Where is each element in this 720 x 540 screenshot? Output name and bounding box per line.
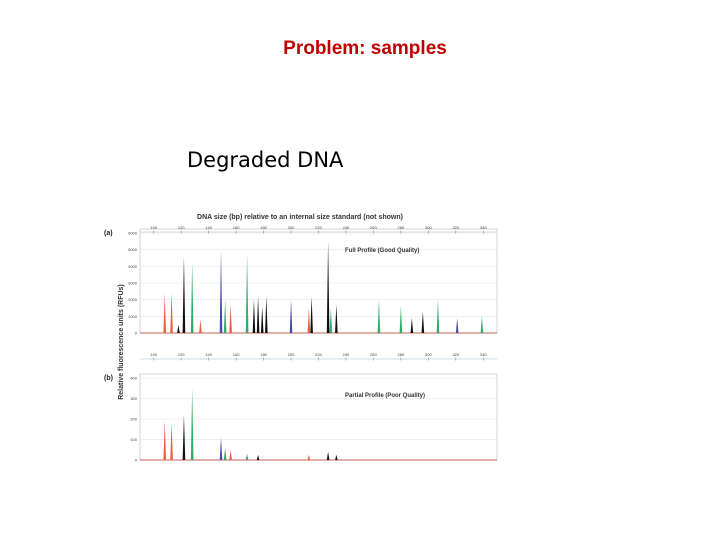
panel-caption: Full Profile (Good Quality) — [345, 248, 419, 254]
peak — [170, 293, 173, 333]
panel-caption: Partial Profile (Poor Quality) — [345, 393, 425, 399]
peak — [289, 299, 293, 333]
x-tick-label: 320 — [452, 352, 459, 357]
panel-tag: (b) — [104, 375, 113, 382]
peak — [219, 437, 223, 460]
peak — [310, 296, 313, 333]
peak — [455, 318, 459, 333]
peak — [326, 451, 330, 460]
x-tick-label: 260 — [370, 225, 377, 230]
peak — [177, 325, 180, 333]
peak — [182, 256, 186, 333]
peak — [199, 319, 202, 333]
peak — [190, 263, 194, 333]
x-tick-label: 200 — [288, 225, 295, 230]
y-tick-label: 5000 — [128, 247, 138, 252]
x-tick-label: 140 — [205, 225, 212, 230]
peak — [163, 293, 167, 333]
peak — [229, 449, 232, 460]
slide-subtitle: Degraded DNA — [187, 148, 344, 172]
x-axis-label: DNA size (bp) relative to an internal si… — [197, 214, 403, 221]
y-tick-label: 2000 — [128, 297, 138, 302]
y-tick-label: 100 — [130, 437, 137, 442]
peak — [260, 306, 264, 333]
x-tick-label: 200 — [288, 352, 295, 357]
y-tick-label: 400 — [130, 376, 137, 381]
x-tick-label: 180 — [260, 352, 267, 357]
x-tick-label: 220 — [315, 225, 322, 230]
peak — [410, 318, 414, 333]
peak — [245, 254, 249, 333]
peak — [245, 453, 249, 460]
peak — [219, 249, 223, 333]
x-tick-label: 160 — [233, 225, 240, 230]
x-tick-label: 220 — [315, 352, 322, 357]
plot-frame — [139, 373, 498, 461]
y-tick-label: 6000 — [128, 231, 138, 236]
y-tick-label: 4000 — [128, 264, 138, 269]
peak — [170, 422, 173, 460]
x-tick-label: 240 — [343, 225, 350, 230]
x-tick-label: 320 — [452, 225, 459, 230]
peak — [326, 241, 330, 333]
peak — [480, 316, 484, 333]
peak — [329, 308, 333, 333]
x-tick-label: 240 — [343, 352, 350, 357]
peak — [307, 454, 311, 460]
peak — [223, 299, 227, 333]
peak — [182, 414, 186, 460]
peak — [190, 388, 194, 460]
peak — [223, 447, 227, 460]
x-tick-label: 260 — [370, 352, 377, 357]
x-tick-label: 160 — [233, 352, 240, 357]
x-tick-label: 280 — [398, 225, 405, 230]
x-tick-label: 100 — [150, 352, 157, 357]
peak — [335, 454, 338, 460]
x-tick-label: 340 — [480, 225, 487, 230]
y-axis-label: Relative fluorescence units (RFUs) — [118, 284, 125, 400]
peak — [399, 306, 403, 333]
x-tick-label: 100 — [150, 225, 157, 230]
plot-frame — [139, 228, 498, 334]
peak — [377, 299, 381, 333]
x-tick-label: 180 — [260, 225, 267, 230]
peak — [252, 299, 256, 333]
y-tick-label: 1000 — [128, 314, 138, 319]
peak — [229, 304, 232, 333]
y-tick-label: 3000 — [128, 281, 138, 286]
peak — [256, 454, 260, 460]
y-tick-label: 300 — [130, 396, 137, 401]
y-tick-label: 200 — [130, 417, 137, 422]
x-tick-label: 280 — [398, 352, 405, 357]
slide-title: Problem: samples — [283, 38, 447, 59]
peak — [256, 296, 260, 333]
peak — [421, 311, 425, 333]
x-tick-label: 300 — [425, 225, 432, 230]
peak — [265, 296, 268, 333]
x-tick-label: 120 — [178, 225, 185, 230]
x-tick-label: 140 — [205, 352, 212, 357]
y-tick-label: 0 — [135, 458, 138, 463]
y-tick-label: 0 — [135, 331, 138, 336]
x-tick-label: 340 — [480, 352, 487, 357]
x-tick-label: 120 — [178, 352, 185, 357]
panel-tag: (a) — [104, 230, 113, 237]
peak — [307, 308, 311, 333]
peak — [436, 299, 440, 333]
peak — [163, 421, 167, 460]
peak — [335, 304, 338, 333]
x-tick-label: 300 — [425, 352, 432, 357]
